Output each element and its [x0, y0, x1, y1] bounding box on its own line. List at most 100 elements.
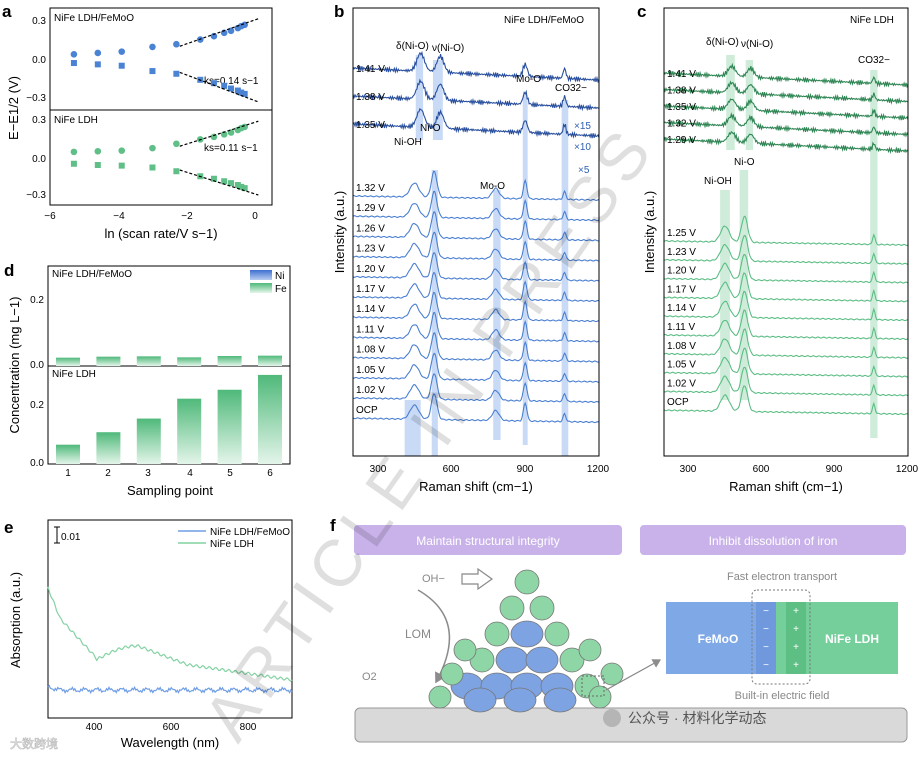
- box-inhibit-iron-text: Inhibit dissolution of iron: [709, 534, 838, 548]
- data-point-square: [234, 182, 241, 188]
- fit-line: [179, 18, 259, 47]
- potential-label: 1.05 V: [667, 360, 696, 371]
- panel-d-top-frame: [47, 265, 291, 367]
- particle-pyramid: [428, 569, 624, 713]
- particle-femoo: [503, 687, 537, 713]
- panel-d-top-label: NiFe LDH/FeMoO: [52, 269, 132, 280]
- femoo-interface: [756, 602, 776, 674]
- potential-label: 1.20 V: [356, 264, 385, 275]
- data-point-square: [94, 61, 101, 68]
- potential-label: 1.14 V: [667, 303, 696, 314]
- raman-spectrum: [352, 393, 600, 424]
- panel-b-xtick: 1200: [587, 464, 610, 475]
- panel-d-xtick: 4: [187, 468, 193, 479]
- peak-band: [726, 55, 735, 150]
- fit-line: [179, 71, 259, 103]
- raman-spectrum: [353, 170, 600, 201]
- particle-nife: [499, 595, 525, 621]
- raman-spectrum: [663, 130, 909, 155]
- data-point-circle: [210, 32, 218, 40]
- panel-a: a NiFe LDH/FeMoO NiFe LDH ks=0.14 s−1 ks…: [2, 2, 273, 241]
- potential-label: 1.41 V: [356, 64, 385, 75]
- plus-sign: +: [793, 606, 799, 617]
- data-point-circle: [149, 43, 156, 51]
- potential-label: 1.29 V: [356, 203, 385, 214]
- peak-label: CO32−: [555, 83, 587, 94]
- panel-e-xtick: 400: [86, 722, 103, 733]
- raman-spectrum: [352, 291, 600, 323]
- minus-sign: −: [763, 642, 769, 653]
- data-point-circle: [94, 49, 102, 57]
- data-point-circle: [94, 147, 102, 155]
- raman-spectrum: [663, 366, 909, 397]
- data-point-circle: [149, 144, 156, 152]
- panel-a-xlabel: ln (scan rate/V s−1): [104, 226, 217, 241]
- multiplier: ×15: [574, 121, 591, 132]
- panel-d-xtick: 5: [227, 468, 233, 479]
- potential-label: 1.35 V: [667, 102, 696, 113]
- raman-spectrum: [663, 347, 909, 378]
- peak-band: [493, 190, 501, 440]
- box-inhibit-iron: [640, 525, 906, 555]
- raman-spectrum: [352, 332, 600, 363]
- peak-label: ν(Ni-O): [432, 43, 464, 54]
- panel-e: e 0.01 NiFe LDH/FeMoO NiFe LDH 400 600 8…: [4, 518, 293, 750]
- fit-line: [179, 120, 259, 147]
- panel-a-xtick: −2: [181, 211, 193, 222]
- potential-label: 1.02 V: [356, 385, 385, 396]
- particle-femoo: [510, 620, 544, 648]
- panel-d-ytick: 0.2: [30, 295, 44, 306]
- panel-f-letter: f: [330, 516, 336, 535]
- fe-bar: [177, 357, 202, 366]
- particle-nife: [544, 621, 570, 647]
- panel-b-frame: [352, 7, 600, 457]
- data-point-square: [70, 160, 77, 167]
- panel-d-ytick: 0.0: [30, 360, 44, 371]
- nife-interface: [786, 602, 806, 674]
- particle-nife: [588, 685, 612, 709]
- data-point-square: [173, 168, 180, 175]
- panel-b-ylabel: Intensity (a.u.): [332, 191, 347, 273]
- legend-e-label: NiFe LDH: [210, 539, 254, 550]
- fe-bar: [136, 356, 161, 366]
- particle-femoo: [495, 646, 529, 674]
- potential-label: 1.11 V: [667, 322, 695, 333]
- data-point-circle: [241, 123, 248, 131]
- particle-nife: [453, 638, 477, 662]
- multiplier: ×10: [574, 142, 591, 153]
- data-point-square: [118, 162, 125, 169]
- peak-band: [561, 100, 569, 456]
- peak-label: Ni-O: [734, 157, 755, 168]
- panel-d-xlabel: Sampling point: [127, 483, 213, 498]
- potential-label: 1.26 V: [356, 223, 385, 234]
- panel-a-top-ytick: 0.3: [32, 16, 46, 27]
- potential-label: 1.02 V: [667, 378, 696, 389]
- potential-label: 1.08 V: [356, 345, 385, 356]
- raman-spectrum: [352, 252, 600, 282]
- fe-bar: [177, 398, 202, 464]
- panel-c-letter: c: [637, 2, 646, 21]
- o2-label: O2: [362, 671, 377, 683]
- panel-d-xtick: 2: [105, 468, 111, 479]
- raman-spectrum: [663, 97, 909, 121]
- data-point-square: [241, 90, 248, 97]
- fe-bar: [96, 356, 121, 366]
- potential-label: 1.20 V: [667, 266, 696, 277]
- legend-ni-swatch: [250, 270, 272, 280]
- data-point-square: [94, 162, 101, 168]
- potential-label: 1.17 V: [356, 284, 385, 295]
- panel-b-title: NiFe LDH/FeMoO: [504, 15, 584, 26]
- potential-label: 1.25 V: [667, 228, 696, 239]
- fe-bar: [56, 444, 80, 464]
- legend-ni-label: Ni: [275, 271, 284, 282]
- raman-spectrum: [352, 190, 600, 222]
- minus-sign: −: [763, 606, 769, 617]
- box-structural-integrity: [354, 525, 622, 555]
- data-point-circle: [220, 131, 228, 138]
- panel-a-xtick: −6: [44, 211, 56, 222]
- zoom-arrow: [605, 659, 662, 691]
- panel-b-marks: [352, 50, 600, 424]
- potential-label: 1.35 V: [356, 120, 385, 131]
- minus-sign: −: [763, 660, 769, 671]
